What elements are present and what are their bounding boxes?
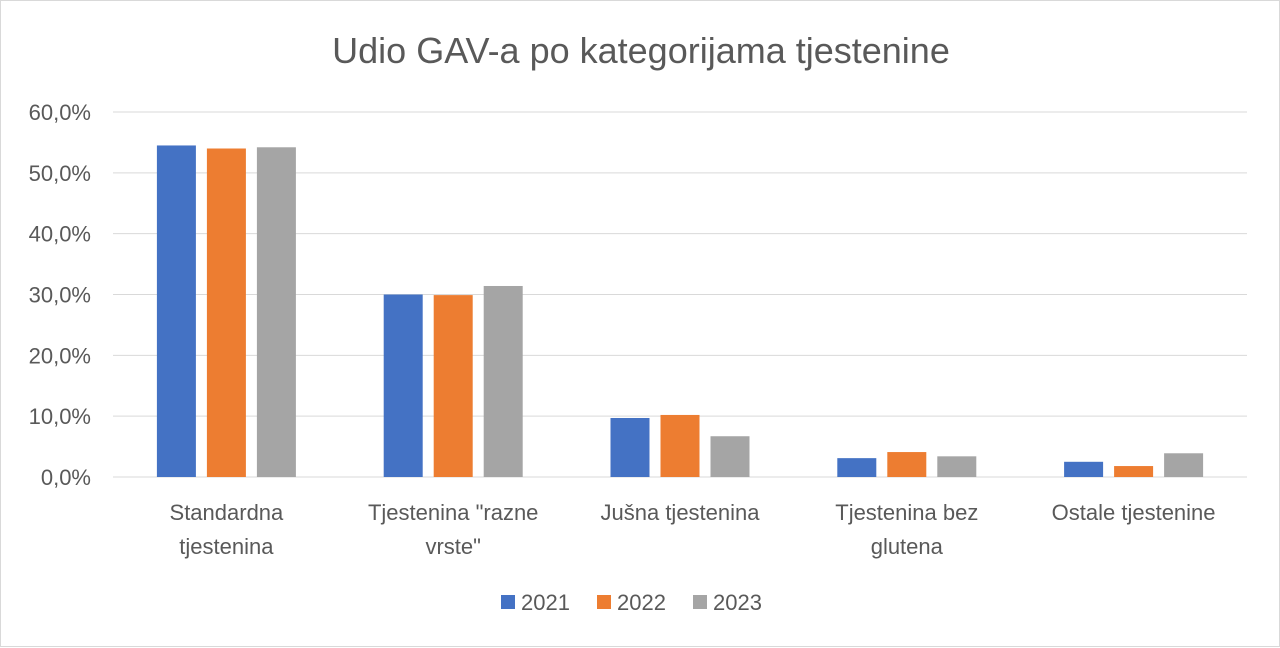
y-tick-label: 30,0% [29, 283, 91, 308]
y-tick-label: 60,0% [29, 100, 91, 125]
legend-label-2023: 2023 [713, 590, 762, 615]
bar-2021 [156, 145, 196, 478]
bar-2022 [660, 414, 700, 477]
x-category-label: Standardna [170, 500, 285, 525]
y-tick-label: 10,0% [29, 404, 91, 429]
y-tick-label: 20,0% [29, 343, 91, 368]
y-tick-label: 40,0% [29, 222, 91, 247]
y-axis-ticks: 0,0% 10,0% 20,0% 30,0% 40,0% 50,0% 60,0% [29, 100, 91, 490]
x-category-label: Ostale tjestenine [1052, 500, 1216, 525]
legend-swatch-2021 [501, 595, 515, 609]
bar-2021 [610, 417, 650, 477]
gridlines [113, 111, 1247, 478]
legend: 2021 2022 2023 [501, 590, 762, 615]
x-category-label: glutena [871, 534, 944, 559]
x-category-label: Tjestenina "razne [368, 500, 538, 525]
x-axis-categories: Standardna tjestenina Tjestenina "razne vrs… [170, 500, 1216, 559]
bars [156, 145, 1204, 478]
bar-2023 [483, 285, 523, 477]
chart-title: Udio GAV-a po kategorijama tjestenine [332, 30, 950, 71]
bar-2021 [837, 458, 877, 477]
bar-2023 [710, 436, 750, 477]
x-category-label: Tjestenina bez [835, 500, 978, 525]
legend-label-2021: 2021 [521, 590, 570, 615]
legend-label-2022: 2022 [617, 590, 666, 615]
bar-2022 [1114, 466, 1154, 477]
y-tick-label: 50,0% [29, 161, 91, 186]
bar-2023 [256, 147, 296, 478]
bar-2023 [1164, 453, 1204, 477]
x-category-label: tjestenina [179, 534, 274, 559]
bar-2022 [433, 295, 473, 477]
bar-2022 [887, 452, 927, 477]
bar-2021 [383, 294, 423, 477]
legend-swatch-2023 [693, 595, 707, 609]
bar-2022 [206, 148, 246, 477]
bar-2023 [937, 456, 977, 477]
x-category-label: Jušna tjestenina [601, 500, 761, 525]
y-tick-label: 0,0% [41, 465, 91, 490]
legend-swatch-2022 [597, 595, 611, 609]
x-category-label: vrste" [425, 534, 480, 559]
bar-2021 [1064, 461, 1104, 477]
